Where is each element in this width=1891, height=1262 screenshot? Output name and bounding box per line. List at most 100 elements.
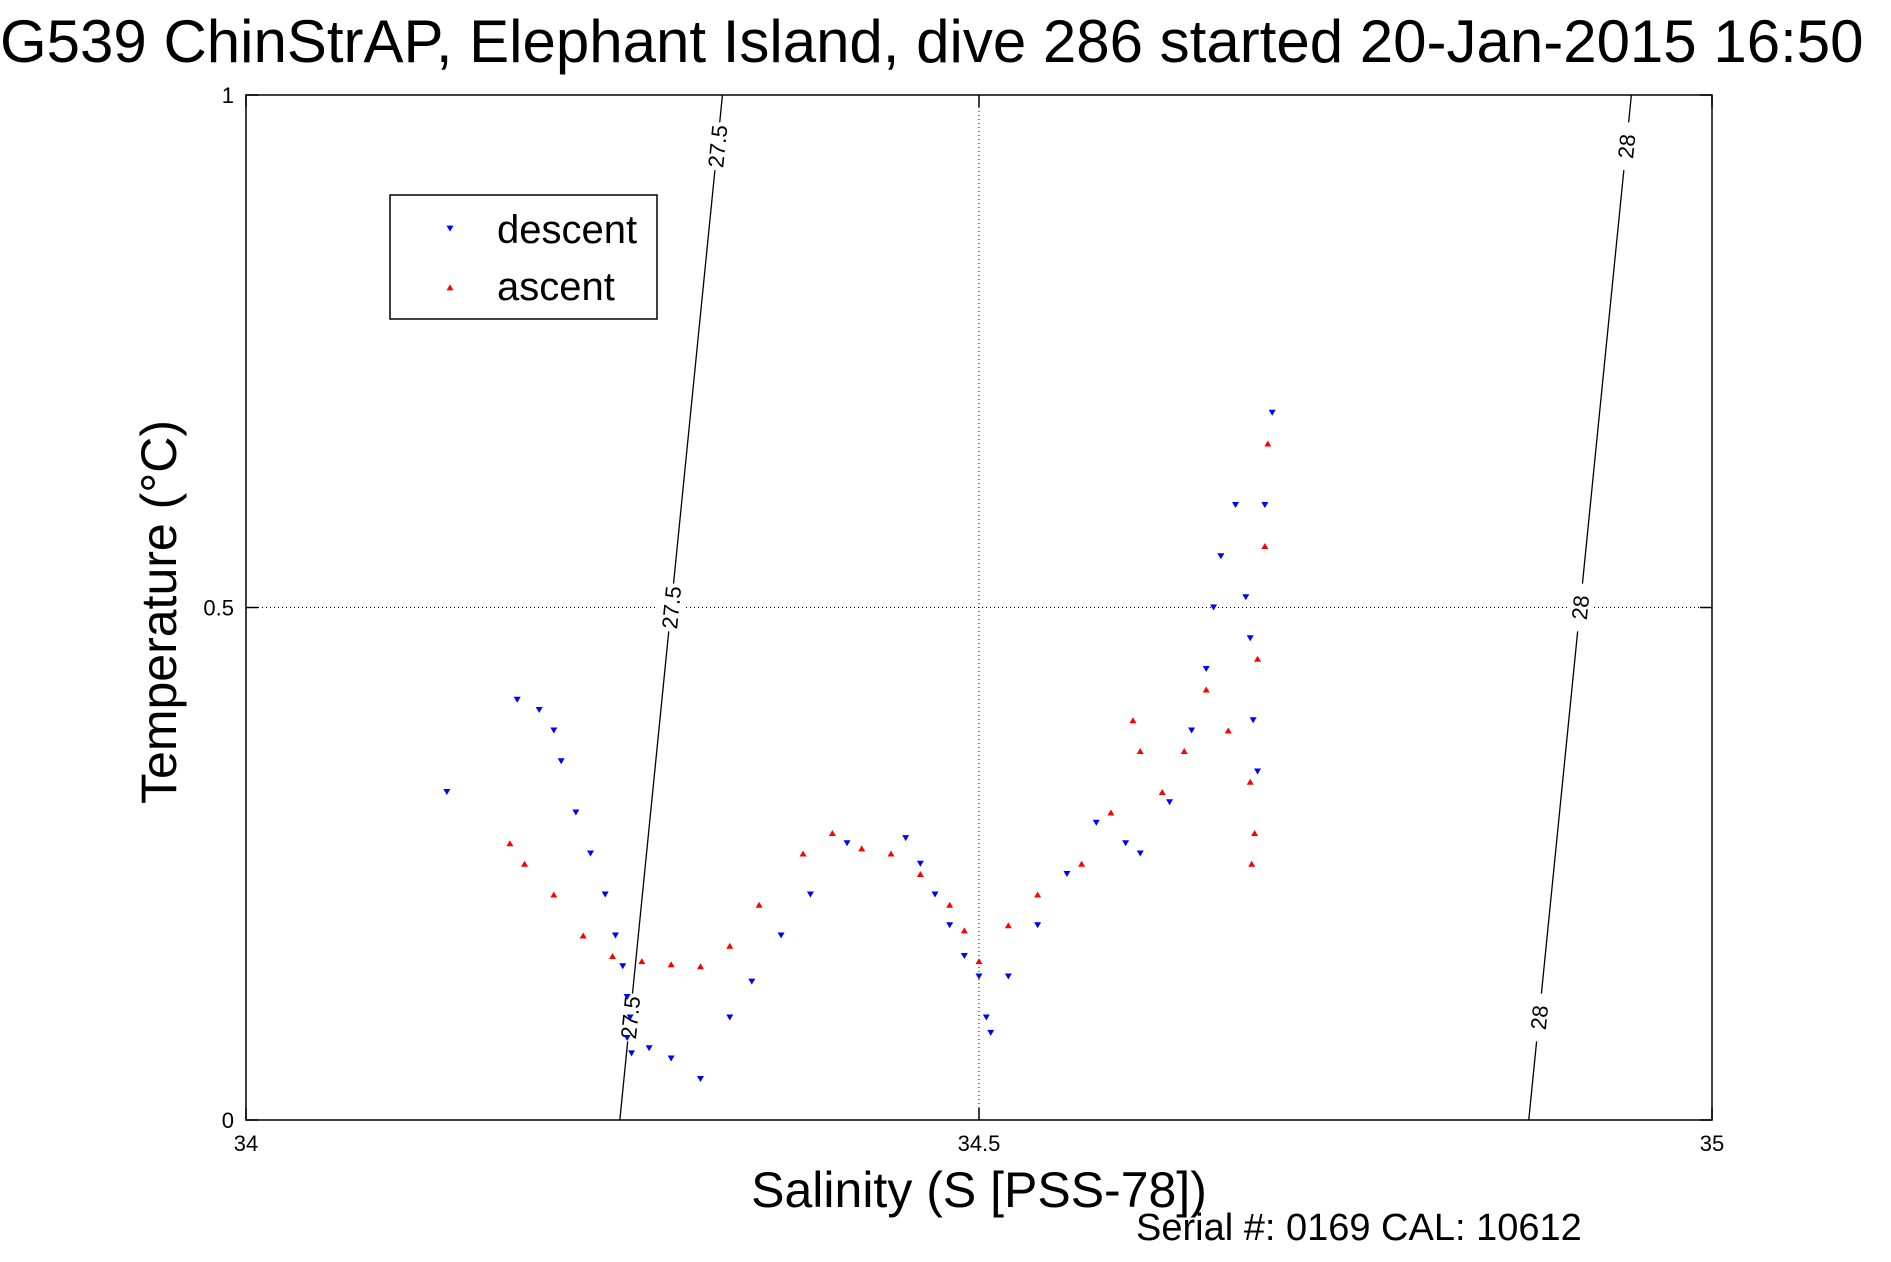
descent-point-2 [535, 707, 543, 713]
x-tick-label-0: 34 [234, 1131, 258, 1156]
descent-point-35 [1136, 850, 1144, 857]
ascent-point-20 [1078, 860, 1086, 867]
descent-point-27 [975, 973, 983, 980]
descent-point-5 [572, 809, 580, 816]
axis-ticks: 34 34.5 35 0 0.5 1 [203, 83, 1724, 1156]
contour-label-bg-1-1 [1564, 582, 1596, 633]
ascent-point-24 [1158, 789, 1166, 795]
descent-point-9 [619, 963, 627, 970]
ascent-point-15 [946, 901, 954, 908]
ascent-point-8 [726, 942, 734, 949]
y-tick-label-2: 1 [222, 83, 234, 108]
descent-point-25 [946, 922, 954, 929]
contour-label-0-2: 27.5 [703, 124, 732, 169]
descent-point-18 [748, 978, 756, 985]
ascent-point-18 [1004, 922, 1012, 929]
ascent-point-21 [1107, 809, 1115, 816]
descent-point-39 [1210, 604, 1218, 611]
legend-label-descent: descent [497, 208, 637, 252]
descent-point-23 [916, 860, 924, 867]
ascent-point-23 [1136, 748, 1144, 754]
ascent-point-31 [1254, 655, 1262, 662]
descent-point-20 [806, 891, 814, 898]
ascent-point-16 [960, 927, 968, 934]
contour-label-bg-0-1 [655, 582, 687, 633]
descent-point-30 [1004, 973, 1012, 980]
descent-point-21 [843, 840, 851, 847]
descent-point-47 [1268, 409, 1276, 416]
ascent-point-17 [975, 958, 983, 965]
descent-point-6 [587, 850, 595, 857]
descent-point-26 [960, 953, 968, 959]
descent-point-14 [645, 1045, 653, 1052]
ascent-point-30 [1248, 860, 1256, 867]
descent-point-1 [513, 696, 521, 703]
descent-point-33 [1092, 819, 1100, 826]
ascent-point-32 [1261, 543, 1269, 549]
y-tick-label-1: 0.5 [203, 596, 234, 621]
contour-label-1-2: 28 [1613, 133, 1640, 160]
descent-point-29 [987, 1029, 995, 1036]
descent-point-34 [1122, 840, 1130, 847]
contour-label-bg-0-2 [701, 121, 733, 172]
ascent-point-33 [1264, 440, 1272, 447]
ascent-point-3 [579, 932, 587, 939]
legend: descent ascent [389, 194, 658, 320]
descent-point-11 [626, 1014, 634, 1021]
contour-label-bg-1-2 [1610, 121, 1642, 172]
y-axis-label: Temperature (°C) [131, 420, 187, 804]
descent-point-40 [1217, 553, 1225, 560]
y-tick-label-0: 0 [222, 1108, 234, 1133]
chart-title: G539 ChinStrAP, Elephant Island, dive 28… [0, 8, 1864, 75]
descent-point-31 [1034, 922, 1042, 929]
ascent-point-14 [916, 871, 924, 877]
serial-cal-label: Serial #: 0169 CAL: 10612 [1136, 1207, 1582, 1249]
grid-lines [246, 95, 1712, 1120]
legend-label-ascent: ascent [497, 265, 615, 309]
descent-point-43 [1246, 635, 1254, 642]
contour-label-0-1: 27.5 [657, 585, 686, 630]
ascent-point-4 [609, 953, 616, 959]
ascent-point-10 [799, 850, 807, 857]
descent-point-10 [623, 994, 631, 1000]
descent-point-0 [443, 789, 451, 795]
ascent-point-6 [667, 961, 675, 968]
descent-point-45 [1254, 768, 1262, 775]
descent-point-37 [1188, 727, 1196, 734]
descent-point-7 [601, 891, 609, 898]
descent-point-44 [1249, 717, 1257, 724]
x-tick-label-2: 35 [1700, 1131, 1724, 1156]
x-axis-label: Salinity (S [PSS-78]) [751, 1162, 1207, 1218]
descent-point-8 [611, 932, 619, 939]
legend-marker-ascent [446, 284, 454, 291]
ascent-point-1 [521, 860, 529, 867]
x-tick-label-1: 34.5 [958, 1131, 1001, 1156]
descent-point-4 [557, 758, 565, 765]
ascent-point-19 [1034, 891, 1042, 898]
descent-point-24 [931, 891, 939, 898]
ascent-point-5 [638, 958, 646, 965]
descent-point-16 [696, 1076, 704, 1082]
contour-label-1-1: 28 [1567, 594, 1594, 621]
descent-point-42 [1242, 594, 1250, 601]
descent-point-36 [1166, 799, 1174, 806]
ascent-point-0 [506, 840, 514, 847]
descent-point-19 [777, 932, 785, 939]
ascent-point-22 [1129, 717, 1137, 724]
ascent-point-27 [1224, 727, 1232, 734]
ascent-point-2 [550, 891, 558, 898]
descent-point-41 [1232, 502, 1240, 508]
ascent-point-12 [858, 845, 866, 852]
data-points [443, 409, 1276, 1082]
descent-point-3 [550, 727, 558, 734]
contour-label-1-0: 28 [1526, 1004, 1553, 1031]
descent-point-12 [623, 1035, 631, 1041]
ascent-point-29 [1251, 830, 1259, 836]
descent-point-46 [1261, 502, 1269, 508]
ascent-point-28 [1246, 778, 1254, 785]
descent-point-22 [902, 835, 910, 842]
ascent-point-7 [696, 963, 704, 970]
descent-point-38 [1202, 666, 1210, 672]
ascent-point-11 [828, 830, 836, 836]
descent-point-17 [726, 1014, 734, 1021]
